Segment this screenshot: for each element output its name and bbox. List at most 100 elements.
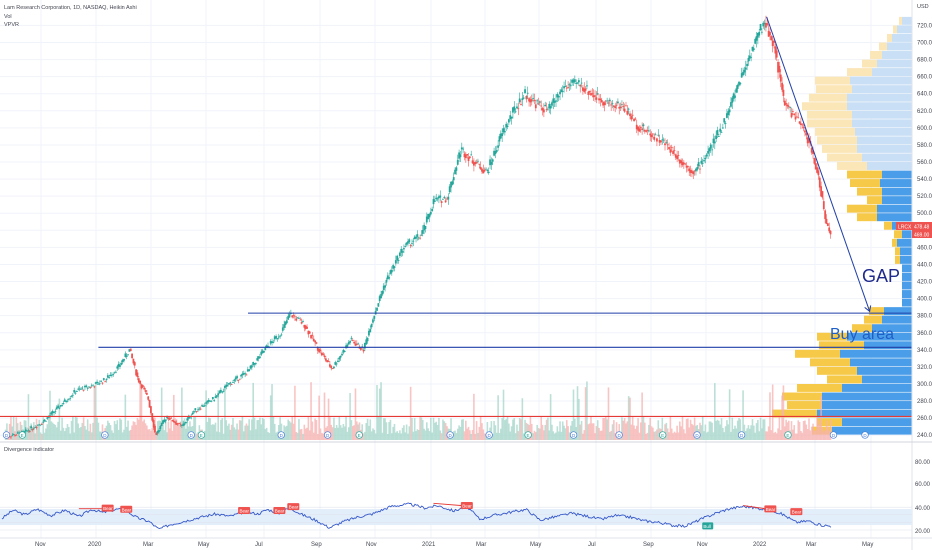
- volume-bar-387: [525, 422, 528, 440]
- candle-305: [415, 236, 417, 239]
- volume-bar-194: [265, 427, 268, 440]
- volume-bar-161: [221, 418, 224, 440]
- candle-314: [427, 214, 430, 220]
- candle-349: [474, 162, 477, 165]
- volume-bar-24: [37, 425, 39, 440]
- candle-358: [486, 169, 489, 172]
- vp-down-725: [902, 16, 912, 25]
- indicator-title: Divergence indicator: [4, 447, 54, 453]
- candle-76: [106, 375, 109, 378]
- volume-bar-153: [210, 424, 213, 440]
- vp-down-345: [864, 341, 912, 350]
- candle-536: [726, 113, 728, 118]
- candle-421: [571, 79, 574, 83]
- candle-449: [608, 99, 611, 102]
- candle-565: [765, 22, 767, 28]
- candle-319: [433, 200, 436, 202]
- volume-bar-362: [491, 433, 494, 440]
- candle-524: [709, 144, 712, 149]
- volume-bar-104: [144, 423, 147, 440]
- candle-579: [783, 100, 786, 106]
- volume-bar-236: [322, 433, 324, 440]
- candle-517: [700, 160, 703, 164]
- drawn-lines[interactable]: [0, 16, 912, 417]
- volume-bar-433: [587, 424, 590, 440]
- candle-527: [713, 141, 716, 144]
- volume-bar-178: [244, 425, 246, 440]
- volume-bar-410: [556, 426, 559, 440]
- candle-238: [324, 358, 327, 361]
- candle-160: [219, 389, 222, 393]
- candle-35: [51, 410, 54, 414]
- candle-131: [180, 425, 183, 426]
- volume-bar-582: [788, 420, 790, 440]
- candle-192: [263, 350, 265, 353]
- buy-area-label: Buy area: [830, 326, 894, 343]
- candle-38: [55, 407, 58, 410]
- volume-bar-458: [621, 417, 623, 440]
- candle-227: [310, 335, 312, 339]
- volume-bar-369: [501, 418, 503, 440]
- candle-216: [295, 318, 298, 321]
- volume-bar-430: [583, 430, 586, 440]
- candle-195: [267, 345, 269, 348]
- candle-60: [85, 385, 88, 387]
- volume-bar-509: [689, 419, 692, 440]
- volume-bar-471: [638, 432, 641, 440]
- candle-77: [108, 377, 111, 379]
- second-price-value: 469.00: [914, 233, 930, 239]
- candle-432: [586, 85, 588, 87]
- volume-bar-223: [304, 428, 307, 440]
- candle-471: [638, 128, 641, 132]
- price-tick-340: 340.00: [917, 348, 932, 354]
- candle-460: [623, 108, 626, 112]
- candle-37: [54, 410, 57, 412]
- volume-bar-221: [302, 433, 304, 440]
- volume-bar-96: [133, 422, 136, 440]
- volume-bar-592: [801, 432, 804, 440]
- volume-bar-195: [267, 432, 269, 440]
- candle-483: [654, 134, 657, 136]
- volume-bar-286: [389, 419, 392, 440]
- volume-bar-261: [356, 421, 358, 440]
- volume-bar-164: [225, 420, 228, 440]
- currency-label: USD: [917, 4, 929, 10]
- candle-146: [201, 405, 203, 407]
- candle-51: [73, 390, 76, 393]
- candle-395: [536, 100, 539, 102]
- candle-262: [357, 343, 360, 345]
- price-tick-440: 440.00: [917, 262, 932, 268]
- candle-315: [428, 214, 431, 218]
- bear-marker-text-2: Bear: [239, 508, 249, 513]
- candle-145: [199, 408, 202, 410]
- candle-264: [359, 347, 362, 350]
- candle-259: [353, 341, 356, 344]
- candle-430: [583, 88, 586, 92]
- time-axis[interactable]: Nov 2020 Mar May Jul Sep Nov 2021 Mar Ma…: [35, 542, 873, 548]
- candle-362: [491, 159, 494, 162]
- candle-213: [291, 315, 294, 318]
- candle-467: [633, 118, 635, 122]
- event-letter-11: D: [572, 433, 576, 438]
- candle-414: [561, 90, 564, 92]
- candle-155: [213, 400, 216, 401]
- candle-469: [635, 124, 638, 130]
- candle-24: [36, 424, 39, 426]
- volume-bar-475: [644, 422, 646, 440]
- volume-bar-241: [329, 417, 331, 440]
- volume-bar-126: [174, 418, 176, 440]
- bear-marker-text-4: Bear: [289, 505, 299, 510]
- candle-230: [314, 340, 317, 343]
- candle-519: [703, 160, 705, 162]
- candle-441: [598, 98, 600, 101]
- volume-bar-288: [392, 426, 394, 440]
- vp-down-435: [902, 264, 912, 273]
- candle-585: [791, 111, 794, 112]
- candle-392: [532, 98, 535, 100]
- candle-81: [113, 371, 116, 373]
- candle-416: [564, 86, 567, 87]
- volume-bar-417: [565, 420, 568, 440]
- candle-241: [329, 364, 331, 367]
- candle-59: [84, 385, 86, 388]
